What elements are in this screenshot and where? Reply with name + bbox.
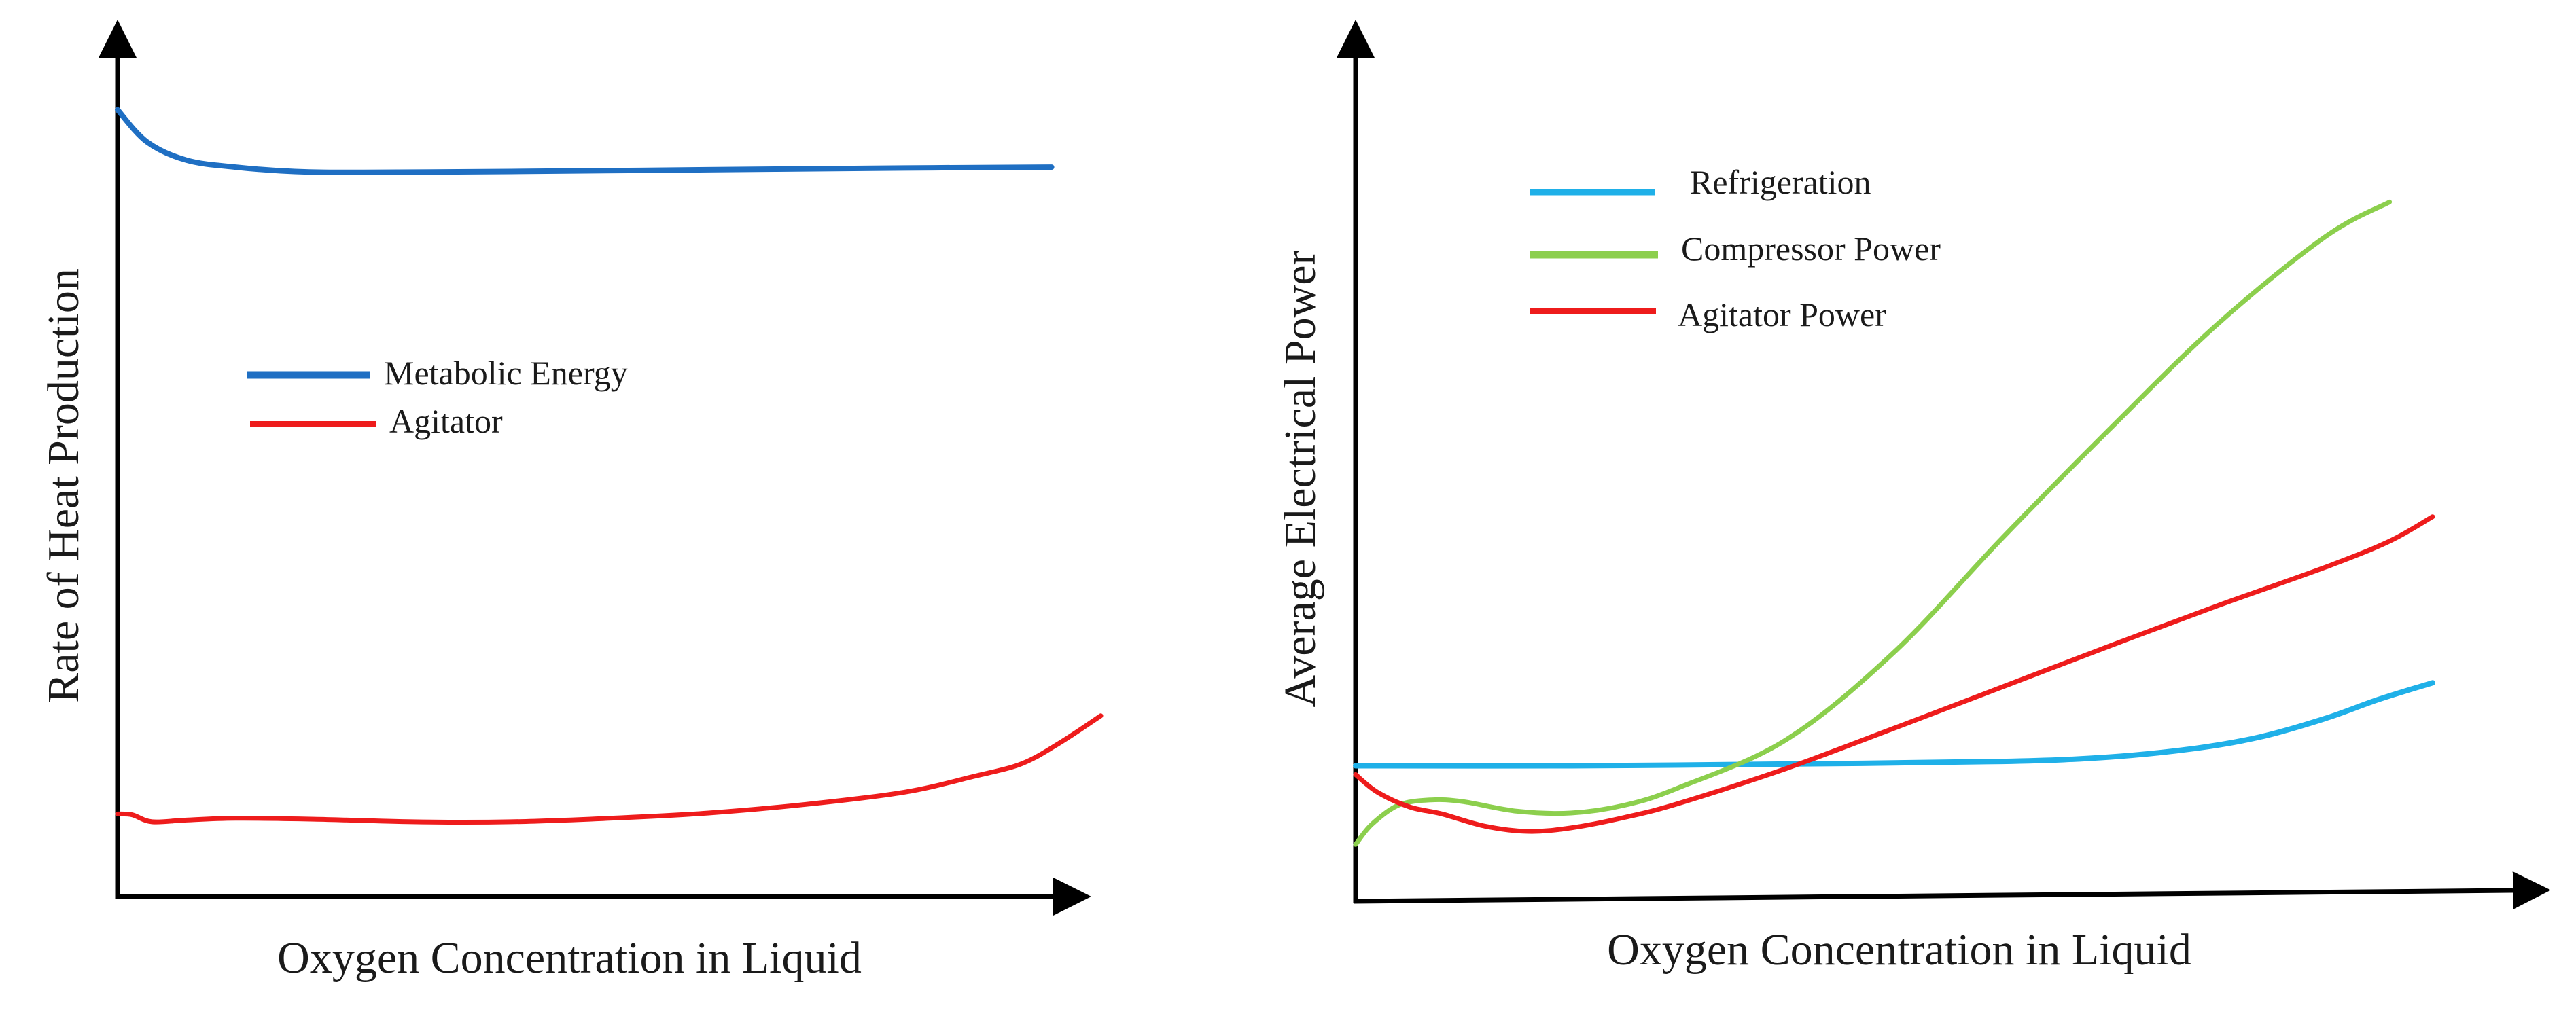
chart-electrical-power: Oxygen Concentration in Liquid Average E… [1275, 20, 2551, 975]
x-axis-label: Oxygen Concentration in Liquid [277, 933, 862, 983]
x-axis [1353, 871, 2551, 909]
legend-label-agitator-power: Agitator Power [1678, 295, 1886, 333]
legend-label-compressor-power: Compressor Power [1681, 230, 1941, 268]
series-line-compressor-power [1353, 199, 2393, 847]
x-axis-label: Oxygen Concentration in Liquid [1607, 925, 2191, 975]
y-axis-label: Average Electrical Power [1275, 250, 1325, 707]
series-line-agitator [115, 713, 1104, 825]
legend: Refrigeration Compressor Power Agitator … [1530, 163, 1941, 333]
legend-label-metabolic-energy: Metabolic Energy [384, 354, 628, 392]
legend-label-agitator: Agitator [389, 402, 503, 440]
series-line-refrigeration [1353, 680, 2435, 769]
series-line-metabolic-energy [115, 107, 1055, 175]
series-layer [115, 107, 1104, 825]
series-layer [1353, 199, 2435, 847]
legend: Metabolic Energy Agitator [247, 354, 628, 440]
chart-heat-production: Oxygen Concentration in Liquid Rate of H… [39, 20, 1104, 983]
legend-label-refrigeration: Refrigeration [1690, 163, 1871, 201]
y-axis-label: Rate of Heat Production [39, 268, 88, 703]
series-line-agitator-power [1353, 514, 2435, 834]
